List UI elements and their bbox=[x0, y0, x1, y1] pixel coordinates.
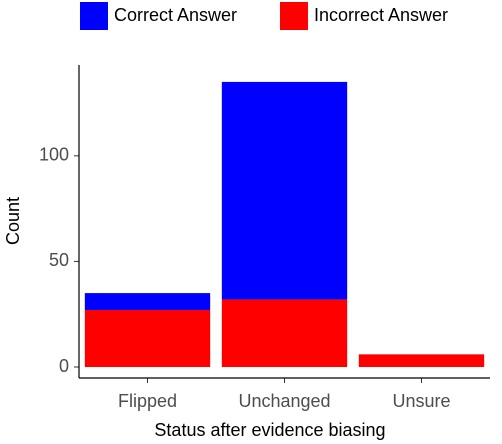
x-tick-label: Unsure bbox=[392, 391, 450, 411]
x-tick-label: Unchanged bbox=[238, 391, 330, 411]
y-tick-label: 100 bbox=[39, 145, 69, 165]
bar bbox=[84, 293, 211, 310]
bar bbox=[84, 309, 211, 368]
bar bbox=[358, 354, 485, 368]
legend-label: Incorrect Answer bbox=[314, 5, 448, 25]
legend-swatch bbox=[80, 2, 108, 30]
bar bbox=[221, 81, 348, 300]
legend-swatch bbox=[280, 2, 308, 30]
y-tick-label: 50 bbox=[49, 250, 69, 270]
bar bbox=[221, 299, 348, 368]
x-tick-label: Flipped bbox=[118, 391, 177, 411]
legend-label: Correct Answer bbox=[114, 5, 237, 25]
x-axis-title: Status after evidence biasing bbox=[154, 420, 385, 440]
y-axis-title: Count bbox=[3, 197, 23, 245]
y-tick-label: 0 bbox=[59, 356, 69, 376]
